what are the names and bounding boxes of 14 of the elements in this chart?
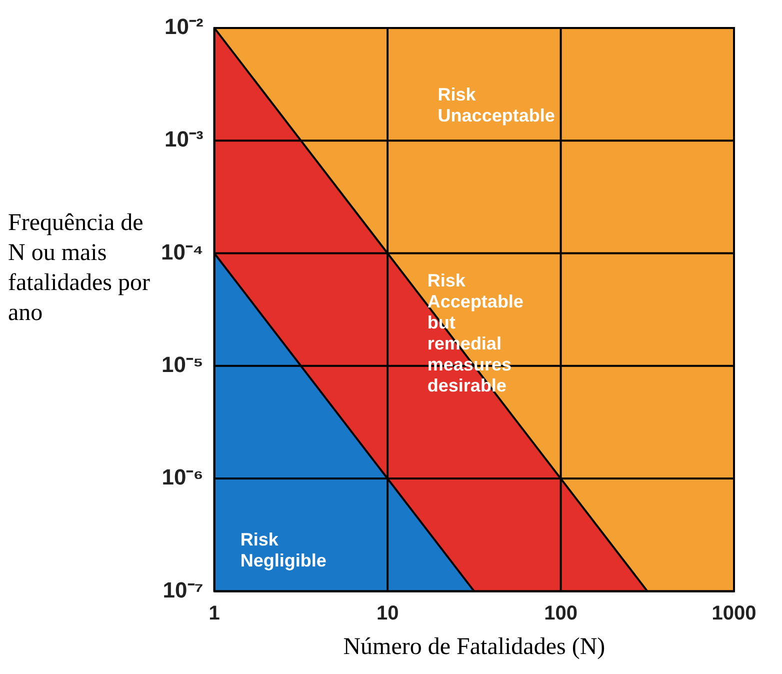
y-tick-label: 10⁻⁶ bbox=[162, 464, 204, 490]
y-tick-label: 10⁻² bbox=[164, 14, 204, 40]
x-tick-label: 100 bbox=[544, 602, 578, 625]
annotation: Risk Negligible bbox=[240, 529, 326, 570]
y-tick-label: 10⁻⁵ bbox=[162, 352, 204, 377]
x-tick-label: 10 bbox=[376, 602, 399, 625]
y-tick-label: 10⁻⁷ bbox=[162, 577, 204, 602]
x-tick-label: 1000 bbox=[712, 602, 756, 625]
x-tick-label: 1 bbox=[208, 602, 220, 625]
y-axis-title: Frequência de N ou mais fatalidades por ano bbox=[8, 209, 151, 328]
y-tick-label: 10⁻³ bbox=[164, 126, 204, 152]
annotation: Risk Unacceptable bbox=[438, 84, 555, 126]
x-axis-title: Número de Fatalidades (N) bbox=[343, 634, 606, 660]
y-tick-label: 10⁻⁴ bbox=[160, 239, 204, 264]
